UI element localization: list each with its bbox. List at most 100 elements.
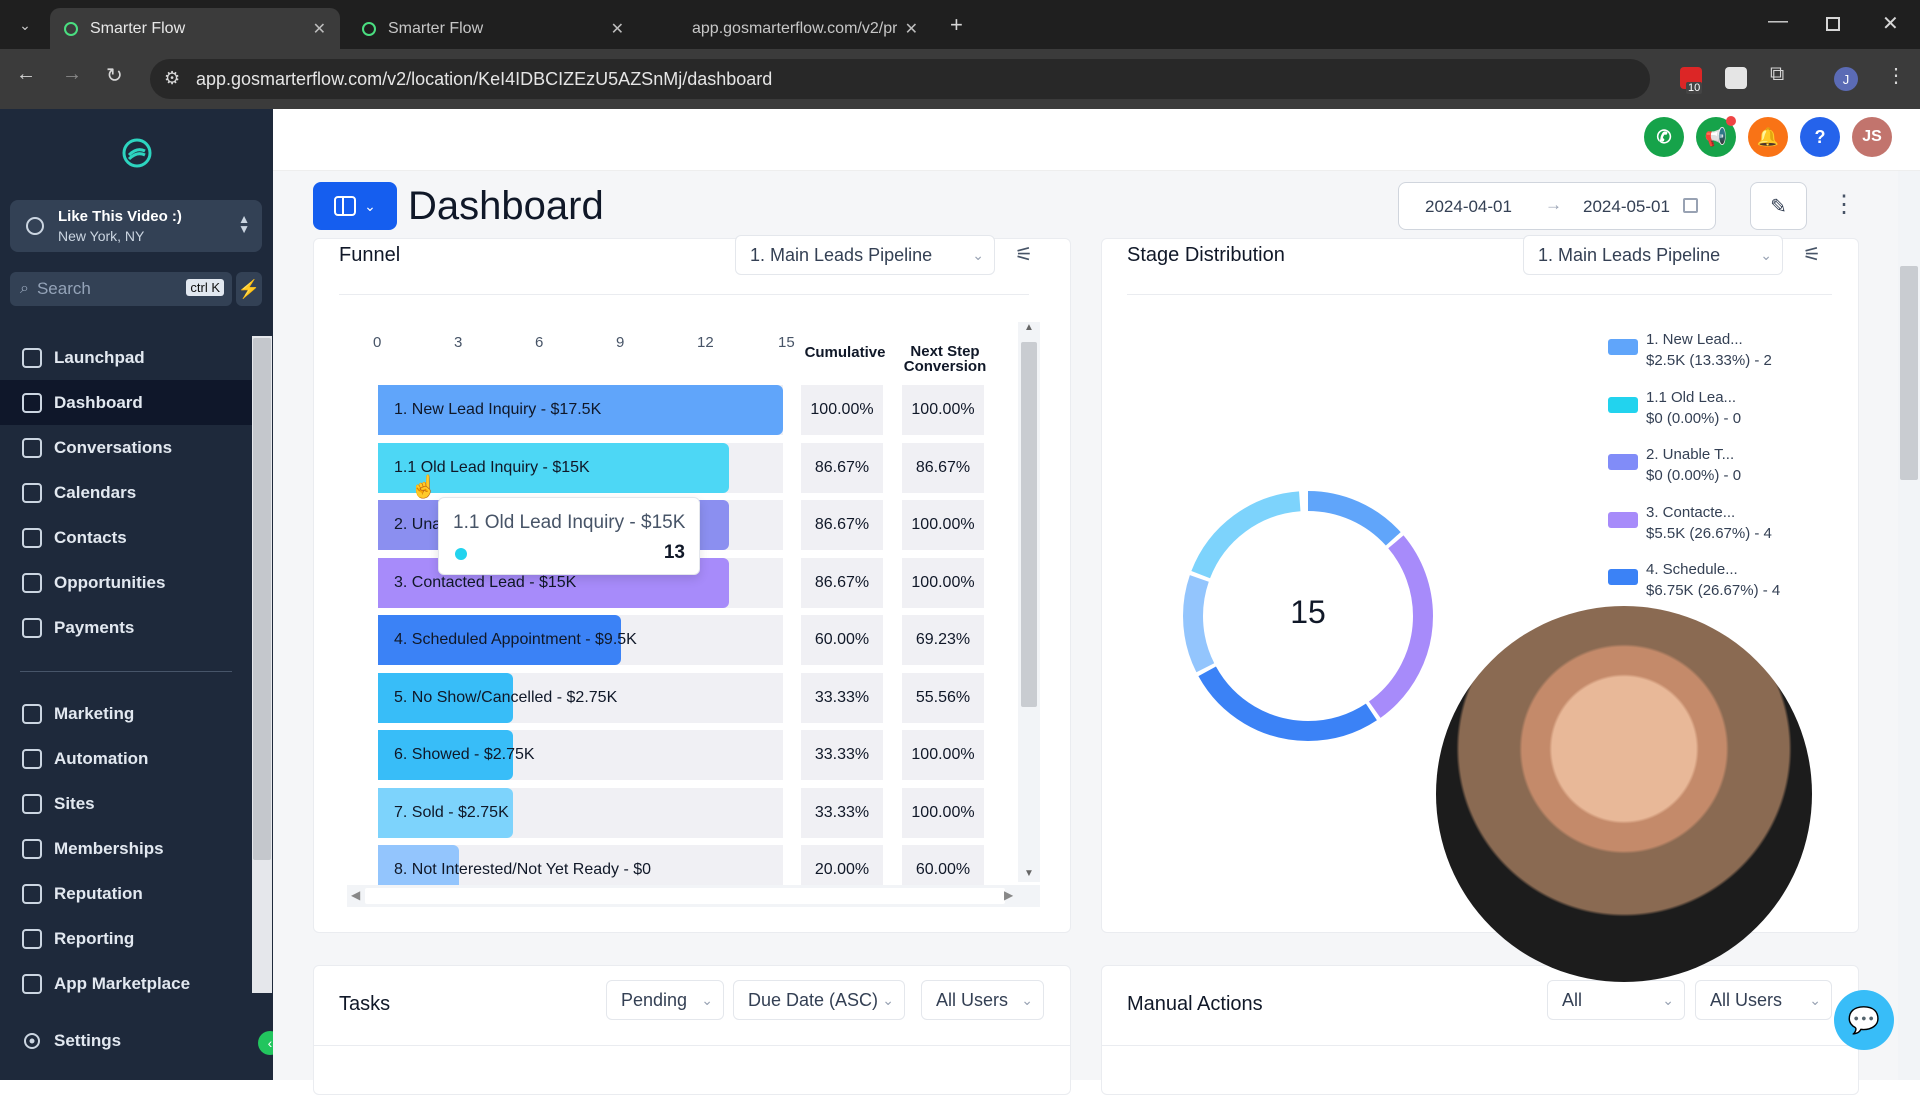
legend-detail: $0 (0.00%) - 0 <box>1646 467 1742 484</box>
help-icon[interactable]: ? <box>1800 117 1840 157</box>
mouse-cursor-icon: ☝ <box>410 474 438 499</box>
scroll-left-icon[interactable]: ◀ <box>351 888 361 902</box>
stage-pipeline-select[interactable]: 1. Main Leads Pipeline ⌄ <box>1523 235 1783 275</box>
funnel-bar[interactable]: 7. Sold - $2.75K <box>378 787 513 838</box>
edit-dashboard-button[interactable]: ✎ <box>1750 182 1807 230</box>
legend-item[interactable]: 1. New Lead... $2.5K (13.33%) - 2 <box>1608 329 1788 375</box>
sidebar-scroll-thumb[interactable] <box>253 338 271 860</box>
funnel-bar[interactable]: 1. New Lead Inquiry - $17.5K <box>378 385 783 435</box>
phone-icon[interactable]: ✆ <box>1644 117 1684 157</box>
funnel-bar-track: 5. No Show/Cancelled - $2.75K <box>378 672 783 723</box>
chevron-down-icon: ⌄ <box>1021 991 1033 1008</box>
tasks-users-value: All Users <box>936 989 1009 1010</box>
search-input[interactable]: ⌕ Search ctrl K <box>10 272 232 306</box>
manual-actions-users-select[interactable]: All Users ⌄ <box>1695 980 1832 1020</box>
tasks-status-select[interactable]: Pending ⌄ <box>606 980 724 1020</box>
tasks-sort-select[interactable]: Due Date (ASC) ⌄ <box>733 980 905 1020</box>
sidebar-item-dashboard[interactable]: Dashboard <box>0 380 252 425</box>
funnel-v-scroll-thumb[interactable] <box>1021 342 1037 707</box>
legend-item[interactable]: 3. Contacte... $5.5K (26.67%) - 4 <box>1608 502 1788 548</box>
calendar-icon <box>22 482 42 503</box>
sidebar-item-memberships[interactable]: Memberships <box>0 826 252 871</box>
chat-widget-icon[interactable]: 💬 <box>1834 990 1894 1050</box>
scroll-down-icon[interactable]: ▼ <box>1024 868 1034 879</box>
user-avatar[interactable]: JS <box>1852 117 1892 157</box>
back-icon[interactable]: ← <box>16 63 36 85</box>
smarterflow-favicon-icon <box>64 21 78 36</box>
sidebar-item-label: Launchpad <box>54 347 145 367</box>
sidebar-item-marketing[interactable]: Marketing <box>0 691 252 736</box>
scroll-up-icon[interactable]: ▲ <box>1024 322 1034 333</box>
location-switcher[interactable]: Like This Video :) New York, NY ▲ ▼ <box>10 200 262 252</box>
legend-item[interactable]: 4. Schedule... $6.75K (26.67%) - 4 <box>1608 559 1788 605</box>
sidebar-item-label: Dashboard <box>54 392 143 412</box>
extension-icon-2[interactable] <box>1725 67 1747 89</box>
funnel-pipeline-select[interactable]: 1. Main Leads Pipeline ⌄ <box>735 235 995 275</box>
next-step-cell: 100.00% <box>902 730 984 780</box>
more-options-icon[interactable]: ⋮ <box>1832 191 1856 218</box>
extensions-puzzle-icon[interactable]: ⧉ <box>1770 63 1785 85</box>
filter-sliders-icon[interactable]: ⚟ <box>1015 244 1033 266</box>
profile-avatar[interactable]: J <box>1834 67 1858 91</box>
sidebar-item-label: Reporting <box>54 928 135 948</box>
sidebar-item-label: Conversations <box>54 437 173 457</box>
funnel-bar-label: 1. New Lead Inquiry - $17.5K <box>394 401 602 418</box>
stage-distribution-title: Stage Distribution <box>1127 244 1285 266</box>
tasks-users-select[interactable]: All Users ⌄ <box>921 980 1044 1020</box>
quick-actions-bolt-icon[interactable]: ⚡ <box>236 272 262 306</box>
sidebar-item-reputation[interactable]: Reputation <box>0 871 252 916</box>
legend-swatch <box>1608 339 1638 355</box>
page-scroll-thumb[interactable] <box>1900 266 1918 480</box>
sidebar-item-automation[interactable]: Automation <box>0 736 252 781</box>
browser-menu-icon[interactable]: ⋮ <box>1886 65 1906 87</box>
sidebar-item-settings[interactable]: Settings <box>0 1018 252 1063</box>
sidebar-item-payments[interactable]: Payments <box>0 605 252 650</box>
close-tab-icon[interactable]: ✕ <box>312 20 326 38</box>
tab-search-icon[interactable]: ⌄ <box>19 16 31 33</box>
forward-icon[interactable]: → <box>62 63 82 85</box>
scroll-right-icon[interactable]: ▶ <box>1004 888 1014 902</box>
sidebar-item-reporting[interactable]: Reporting <box>0 916 252 961</box>
bell-icon[interactable]: 🔔 <box>1748 117 1788 157</box>
funnel-bar[interactable]: 5. No Show/Cancelled - $2.75K <box>378 672 617 723</box>
sidebar-item-label: Automation <box>54 748 149 768</box>
legend-item[interactable]: 1.1 Old Lea... $0 (0.00%) - 0 <box>1608 387 1788 433</box>
funnel-bar[interactable]: 4. Scheduled Appointment - $9.5K <box>378 615 637 665</box>
minimize-icon[interactable]: — <box>1768 10 1788 32</box>
browser-tab-3[interactable]: app.gosmarterflow.com/v2/pre ✕ <box>652 8 932 49</box>
sidebar-item-opportunities[interactable]: Opportunities <box>0 560 252 605</box>
funnel-h-scroll-thumb[interactable] <box>365 888 1005 904</box>
sidebar-item-launchpad[interactable]: Launchpad <box>0 335 252 380</box>
sidebar-item-contacts[interactable]: Contacts <box>0 515 252 560</box>
calendar-icon <box>1683 198 1698 213</box>
close-window-icon[interactable]: ✕ <box>1882 13 1899 35</box>
funnel-bar[interactable]: 1.1 Old Lead Inquiry - $15K <box>378 442 729 493</box>
sidebar-item-sites[interactable]: Sites <box>0 781 252 826</box>
sidebar-item-label: Calendars <box>54 482 137 502</box>
user-icon <box>26 217 44 235</box>
browser-tab-1[interactable]: Smarter Flow ✕ <box>50 8 340 49</box>
close-tab-icon[interactable]: ✕ <box>610 20 624 38</box>
funnel-bar-track: 1. New Lead Inquiry - $17.5K <box>378 385 783 435</box>
legend-item[interactable]: 2. Unable T... $0 (0.00%) - 0 <box>1608 444 1788 490</box>
filter-sliders-icon[interactable]: ⚟ <box>1803 244 1821 266</box>
page-title: Dashboard <box>408 184 604 228</box>
sidebar-item-conversations[interactable]: Conversations <box>0 425 252 470</box>
dashboard-switcher-button[interactable]: ⌄ <box>313 182 397 230</box>
reload-icon[interactable]: ↻ <box>106 65 123 87</box>
donut-total: 15 <box>1290 594 1326 630</box>
chevron-down-icon: ⌄ <box>882 991 894 1008</box>
address-bar[interactable]: ⚙ app.gosmarterflow.com/v2/location/KeI4… <box>150 59 1650 99</box>
funnel-bar[interactable]: 6. Showed - $2.75K <box>378 730 535 780</box>
site-info-icon[interactable]: ⚙ <box>164 68 181 88</box>
rocket-icon <box>22 347 42 368</box>
close-tab-icon[interactable]: ✕ <box>904 20 918 38</box>
restore-icon[interactable] <box>1826 17 1840 31</box>
new-tab-icon[interactable]: + <box>950 12 963 37</box>
cumulative-cell: 33.33% <box>801 672 883 723</box>
manual-actions-type-select[interactable]: All ⌄ <box>1547 980 1685 1020</box>
sidebar-item-app-marketplace[interactable]: App Marketplace <box>0 961 252 1006</box>
date-range-picker[interactable]: 2024-04-01 → 2024-05-01 <box>1398 182 1716 230</box>
browser-tab-2[interactable]: Smarter Flow ✕ <box>348 8 638 49</box>
sidebar-item-calendars[interactable]: Calendars <box>0 470 252 515</box>
